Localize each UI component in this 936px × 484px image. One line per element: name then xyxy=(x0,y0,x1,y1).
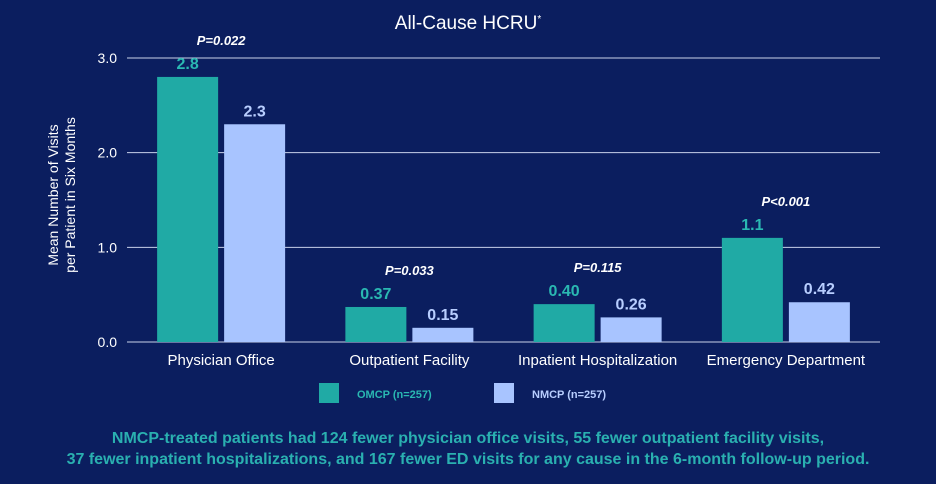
data-label: 0.40 xyxy=(549,283,580,300)
data-label: 1.1 xyxy=(741,217,763,234)
bar xyxy=(600,317,662,342)
y-axis-label-line-1: Mean Number of Visits xyxy=(45,124,61,265)
data-label: 0.37 xyxy=(360,286,391,303)
footnote-line-2: 37 fewer inpatient hospitalizations, and… xyxy=(66,451,870,468)
data-label: 0.26 xyxy=(616,296,647,313)
bar xyxy=(721,237,783,342)
bar xyxy=(224,124,286,343)
p-value-label: P=0.115 xyxy=(574,260,623,275)
footnote-line-1: NMCP-treated patients had 124 fewer phys… xyxy=(111,430,825,447)
data-label: 0.42 xyxy=(804,281,835,298)
y-tick-label: 2.0 xyxy=(98,145,118,161)
bar xyxy=(157,76,219,342)
bar xyxy=(788,302,850,342)
legend-swatch xyxy=(494,383,514,403)
category-label: Emergency Department xyxy=(707,352,866,369)
p-value-label: P=0.022 xyxy=(197,33,247,48)
legend-swatch xyxy=(319,383,339,403)
legend-label: OMCP (n=257) xyxy=(357,389,432,401)
data-label: 2.3 xyxy=(244,103,266,120)
y-tick-label: 3.0 xyxy=(98,50,118,66)
data-label: 0.15 xyxy=(427,307,458,324)
y-tick-label: 0.0 xyxy=(98,334,118,350)
legend: OMCP (n=257) NMCP (n=257) xyxy=(319,383,606,403)
chart-title: All-Cause HCRU* xyxy=(395,13,542,34)
bar xyxy=(533,304,595,342)
category-label: Outpatient Facility xyxy=(349,352,470,369)
p-value-label: P<0.001 xyxy=(761,194,810,209)
bar xyxy=(345,306,407,342)
category-labels: Physician Office Outpatient Facility Inpat… xyxy=(167,352,865,369)
y-axis-ticks: 0.0 1.0 2.0 3.0 xyxy=(98,50,118,350)
data-labels: 2.8 2.3 P=0.022 0.37 0.15 P=0.033 0.40 0.26 P=0.… xyxy=(177,33,836,324)
category-label: Inpatient Hospitalization xyxy=(518,352,677,369)
bar xyxy=(412,327,474,342)
y-axis-label-line-2: per Patient in Six Months xyxy=(62,117,78,273)
footnote: NMCP-treated patients had 124 fewer phys… xyxy=(0,428,936,470)
data-label: 2.8 xyxy=(177,56,199,73)
legend-label: NMCP (n=257) xyxy=(532,389,606,401)
p-value-label: P=0.033 xyxy=(385,263,435,278)
y-tick-label: 1.0 xyxy=(98,239,118,255)
bars xyxy=(157,76,850,343)
category-label: Physician Office xyxy=(167,352,274,369)
